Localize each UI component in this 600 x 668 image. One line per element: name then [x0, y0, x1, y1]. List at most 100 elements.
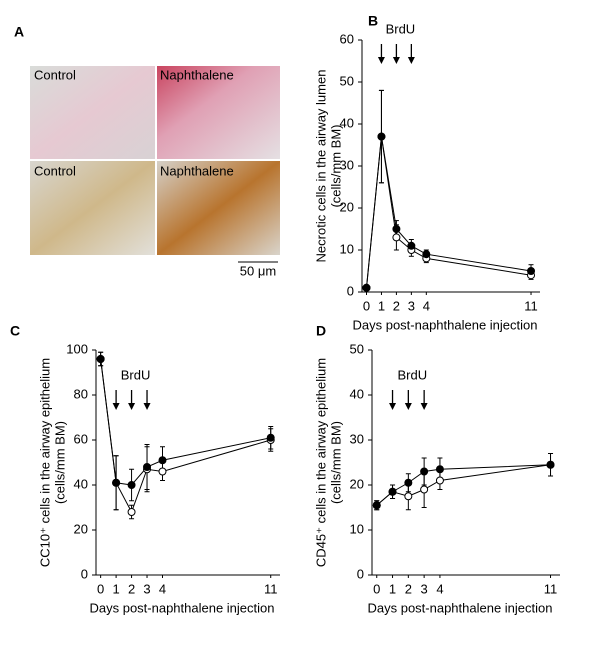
y-tick-label: 60 — [74, 431, 88, 446]
marker — [377, 132, 386, 141]
y-axis-label: CD45⁺ cells in the airway epithelium — [313, 358, 328, 567]
image-label: Control — [34, 163, 76, 178]
y-tick-label: 0 — [347, 283, 354, 298]
marker — [388, 487, 397, 496]
arrow-head — [143, 403, 151, 410]
marker — [266, 433, 275, 442]
x-axis-label: Days post-naphthalene injection — [367, 600, 552, 615]
marker — [127, 508, 136, 516]
image-label: Naphthalene — [160, 67, 234, 82]
micrograph — [30, 66, 155, 159]
y-tick-label: 20 — [74, 521, 88, 536]
panel-letter: A — [14, 24, 24, 40]
x-tick-label: 2 — [393, 298, 400, 313]
y-tick-label: 10 — [350, 521, 364, 536]
image-label: Control — [34, 67, 76, 82]
y-tick-label: 30 — [340, 157, 354, 172]
y-tick-label: 100 — [66, 341, 88, 356]
x-tick-label: 3 — [408, 298, 415, 313]
series-line — [376, 464, 551, 506]
x-tick-label: 0 — [373, 581, 380, 596]
y-tick-label: 20 — [350, 476, 364, 491]
marker — [527, 267, 536, 275]
series-line — [365, 136, 532, 288]
annotation: BrdU — [121, 367, 151, 382]
marker — [435, 476, 444, 485]
y-tick-label: 40 — [74, 476, 88, 491]
annotation: BrdU — [386, 21, 416, 36]
marker — [546, 460, 555, 469]
y-tick-label: 20 — [340, 199, 354, 214]
marker — [127, 481, 136, 489]
marker — [362, 283, 371, 292]
image-label: Naphthalene — [160, 163, 234, 178]
panel-letter: C — [10, 323, 20, 339]
arrow-head — [420, 403, 428, 410]
annotation: BrdU — [398, 367, 428, 382]
arrow-head — [128, 403, 136, 410]
marker — [143, 463, 152, 471]
y-axis-label: (cells/mm BM) — [328, 124, 343, 207]
marker — [392, 233, 401, 242]
marker — [158, 456, 167, 465]
x-tick-label: 2 — [128, 581, 135, 596]
series-line — [100, 358, 271, 486]
marker — [158, 467, 167, 476]
y-axis-label: Necrotic cells in the airway lumen — [313, 70, 328, 263]
marker — [372, 501, 381, 510]
x-tick-label: 4 — [436, 581, 443, 596]
series-line — [365, 136, 532, 288]
y-tick-label: 60 — [340, 31, 354, 46]
y-axis-label: CC10⁺ cells in the airway epithelium — [37, 358, 52, 567]
x-tick-label: 1 — [389, 581, 396, 596]
x-tick-label: 11 — [264, 581, 278, 596]
x-tick-label: 4 — [159, 581, 166, 596]
y-tick-label: 40 — [340, 115, 354, 130]
marker — [407, 241, 416, 250]
marker — [420, 467, 429, 476]
y-tick-label: 0 — [357, 566, 364, 581]
x-tick-label: 11 — [544, 581, 558, 596]
x-tick-label: 2 — [405, 581, 412, 596]
x-tick-label: 3 — [421, 581, 428, 596]
arrow-head — [407, 57, 415, 64]
arrow-head — [377, 57, 385, 64]
micrograph — [157, 161, 280, 255]
arrow-head — [389, 403, 397, 410]
y-tick-label: 80 — [74, 386, 88, 401]
x-tick-label: 1 — [112, 581, 119, 596]
panel-letter: D — [316, 323, 326, 339]
x-axis-label: Days post-naphthalene injection — [89, 600, 274, 615]
micrograph — [30, 161, 155, 255]
x-tick-label: 0 — [363, 298, 370, 313]
y-axis-label: (cells/mm BM) — [328, 421, 343, 504]
marker — [392, 225, 401, 233]
x-axis-label: Days post-naphthalene injection — [352, 317, 537, 332]
y-tick-label: 10 — [340, 241, 354, 256]
x-tick-label: 1 — [378, 298, 385, 313]
panel-a: A Control Naphthalene Control Naphthalen… — [14, 24, 280, 278]
y-tick-label: 50 — [340, 73, 354, 88]
micrograph — [157, 66, 280, 159]
arrow-head — [392, 57, 400, 64]
series-line — [376, 464, 551, 506]
y-axis-label: (cells/mm BM) — [52, 421, 67, 504]
marker — [112, 478, 121, 487]
panel-letter: B — [368, 13, 378, 29]
y-tick-label: 30 — [350, 431, 364, 446]
x-tick-label: 3 — [143, 581, 150, 596]
y-tick-label: 40 — [350, 386, 364, 401]
marker — [422, 250, 431, 259]
x-tick-label: 0 — [97, 581, 104, 596]
arrow-head — [404, 403, 412, 410]
marker — [435, 465, 444, 474]
scale-bar-label: 50 μm — [240, 263, 276, 278]
arrow-head — [112, 403, 120, 410]
marker — [404, 478, 413, 487]
y-tick-label: 50 — [350, 341, 364, 356]
x-tick-label: 11 — [524, 298, 538, 313]
